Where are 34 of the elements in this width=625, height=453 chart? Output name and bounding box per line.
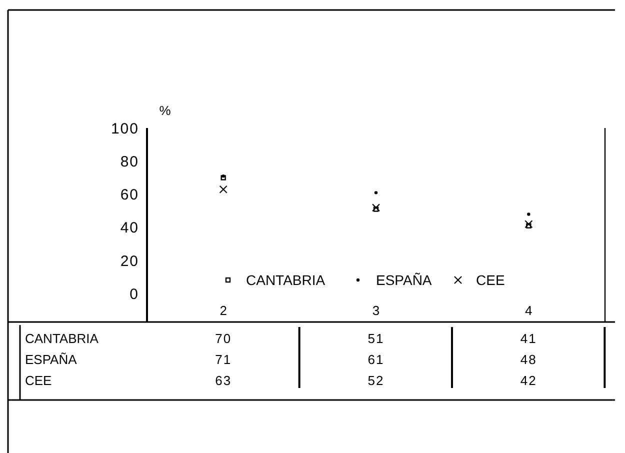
legend-label: CANTABRIA: [246, 272, 326, 288]
point: [374, 191, 378, 194]
data-label: 52: [368, 373, 384, 388]
data-label: 51: [368, 331, 384, 346]
y-tick-label: 0: [130, 286, 139, 304]
point: [373, 206, 379, 212]
text: CANTABRIA: [25, 331, 98, 346]
point: [219, 185, 228, 194]
data-label: 41: [520, 331, 537, 346]
y-tick-label: 100: [110, 120, 139, 138]
y-tick-label: 80: [120, 153, 139, 170]
y-tick-label: 40: [120, 220, 139, 237]
y-tick-label: 20: [120, 252, 139, 270]
point: [527, 212, 530, 216]
legend-label: CEE: [476, 272, 505, 288]
point: [526, 223, 532, 228]
y-axis-title: %: [159, 103, 172, 118]
text: ESPAÑA: [25, 352, 77, 367]
data-label: 48: [520, 352, 537, 367]
point: [372, 204, 380, 212]
x-tick-label: 4: [525, 303, 532, 318]
x-tick-label: 2: [220, 303, 227, 318]
data-label: 42: [520, 373, 537, 388]
data-label: 71: [215, 352, 232, 367]
data-label: 61: [368, 352, 384, 367]
x-tick-label: 3: [372, 303, 380, 318]
legend-label: ESPAÑA: [376, 272, 432, 288]
y-tick-label: 60: [120, 186, 139, 204]
point: [220, 175, 226, 180]
text: CEE: [25, 373, 52, 388]
data-label: 63: [215, 373, 232, 388]
data-label: 70: [215, 331, 232, 346]
point: [222, 174, 225, 178]
point: [524, 220, 533, 228]
